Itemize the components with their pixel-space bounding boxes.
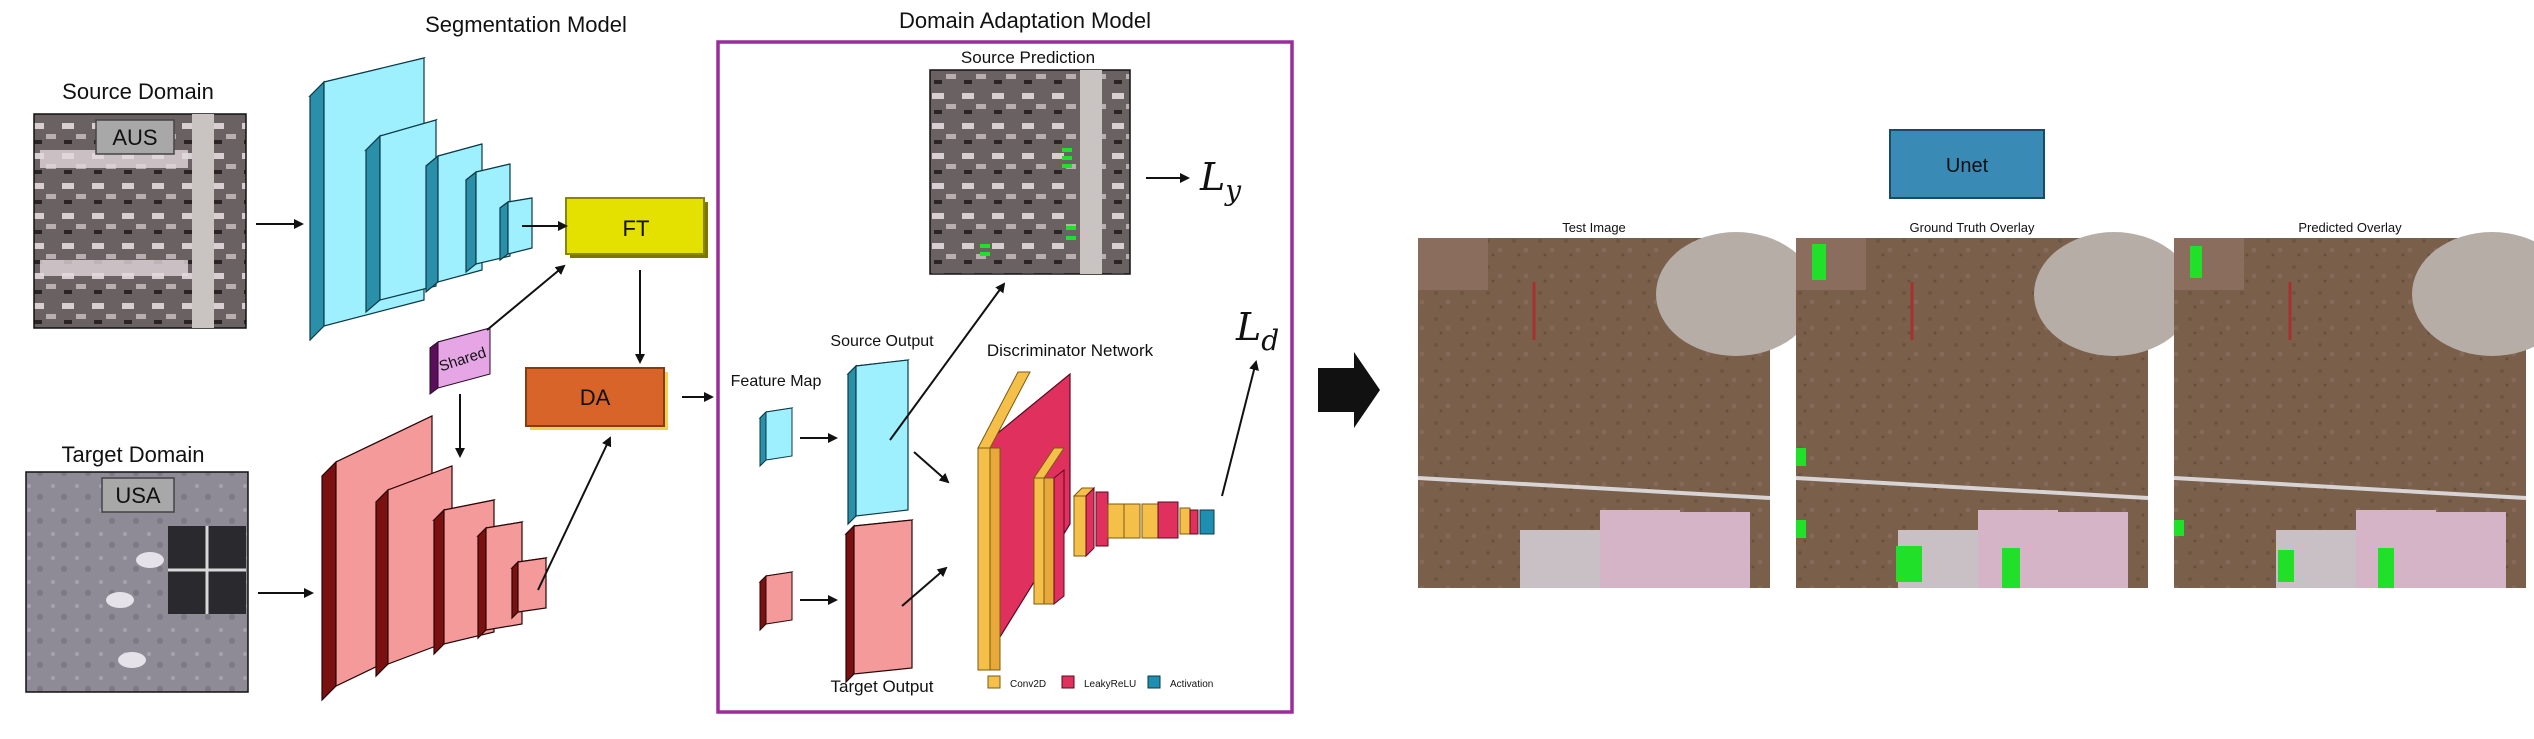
- panel-title-ground-truth: Ground Truth Overlay: [1910, 220, 2035, 235]
- target-domain-label: Target Domain: [61, 442, 204, 467]
- loss-y: Ly: [1199, 155, 1242, 207]
- legend-swatch-conv2d: [987, 675, 1001, 689]
- da-block: [525, 367, 668, 430]
- arrow-source-output-to-discriminator: [913, 451, 950, 484]
- shared-block: [429, 327, 491, 395]
- source-prediction-label: Source Prediction: [961, 48, 1095, 67]
- big-right-arrow: [1318, 352, 1380, 428]
- domain-adaptation-title: Domain Adaptation Model: [899, 8, 1151, 33]
- loss-d: Ld: [1235, 305, 1279, 357]
- arrow-target-output-to-discriminator: [901, 566, 948, 607]
- arrow-shared-to-ft: [486, 264, 566, 331]
- discriminator-legend: Conv2D LeakyReLU Activation: [987, 675, 1213, 690]
- legend-swatch-activation: [1147, 675, 1161, 689]
- panel-title-predicted: Predicted Overlay: [2298, 220, 2402, 235]
- source-domain-tag: AUS: [112, 125, 157, 150]
- feature-map-block: [758, 407, 794, 468]
- feature-map-label: Feature Map: [731, 373, 822, 390]
- da-label: DA: [580, 385, 611, 410]
- predicted-overlay-image: [2173, 232, 2534, 588]
- legend-swatch-leakyrelu: [1061, 675, 1075, 689]
- panel-title-test-image: Test Image: [1562, 220, 1626, 235]
- test-image: [1417, 232, 1816, 588]
- arrow-source-output-to-prediction: [889, 282, 1006, 441]
- target-domain-tag-box: [101, 477, 175, 513]
- domain-adaptation-frame: [716, 40, 1294, 714]
- target-domain-tag: USA: [115, 483, 161, 508]
- arrow-target-to-da: [537, 436, 612, 591]
- source-prediction-image: [929, 69, 1131, 275]
- legend-leakyrelu: LeakyReLU: [1084, 679, 1136, 690]
- discriminator-label: Discriminator Network: [987, 341, 1154, 360]
- source-output-block: [846, 359, 910, 526]
- segmentation-model-title: Segmentation Model: [425, 12, 627, 37]
- legend-activation: Activation: [1170, 679, 1213, 690]
- ground-truth-overlay-image: [1795, 232, 2194, 588]
- target-output-label: Target Output: [830, 677, 933, 696]
- target-encoder: [321, 415, 548, 702]
- ft-label: FT: [623, 216, 650, 241]
- arrow-discriminator-to-loss-d: [1221, 360, 1259, 497]
- unet-box: [1889, 129, 2045, 199]
- source-domain-label: Source Domain: [62, 79, 214, 104]
- target-feature-block: [758, 571, 794, 632]
- legend-conv2d: Conv2D: [1010, 679, 1046, 690]
- unet-label: Unet: [1946, 155, 1989, 177]
- source-domain-tag-box: [95, 119, 175, 155]
- source-output-label: Source Output: [830, 333, 934, 350]
- target-output-block: [844, 519, 914, 684]
- source-encoder: [308, 56, 533, 342]
- discriminator-network: [977, 371, 1215, 671]
